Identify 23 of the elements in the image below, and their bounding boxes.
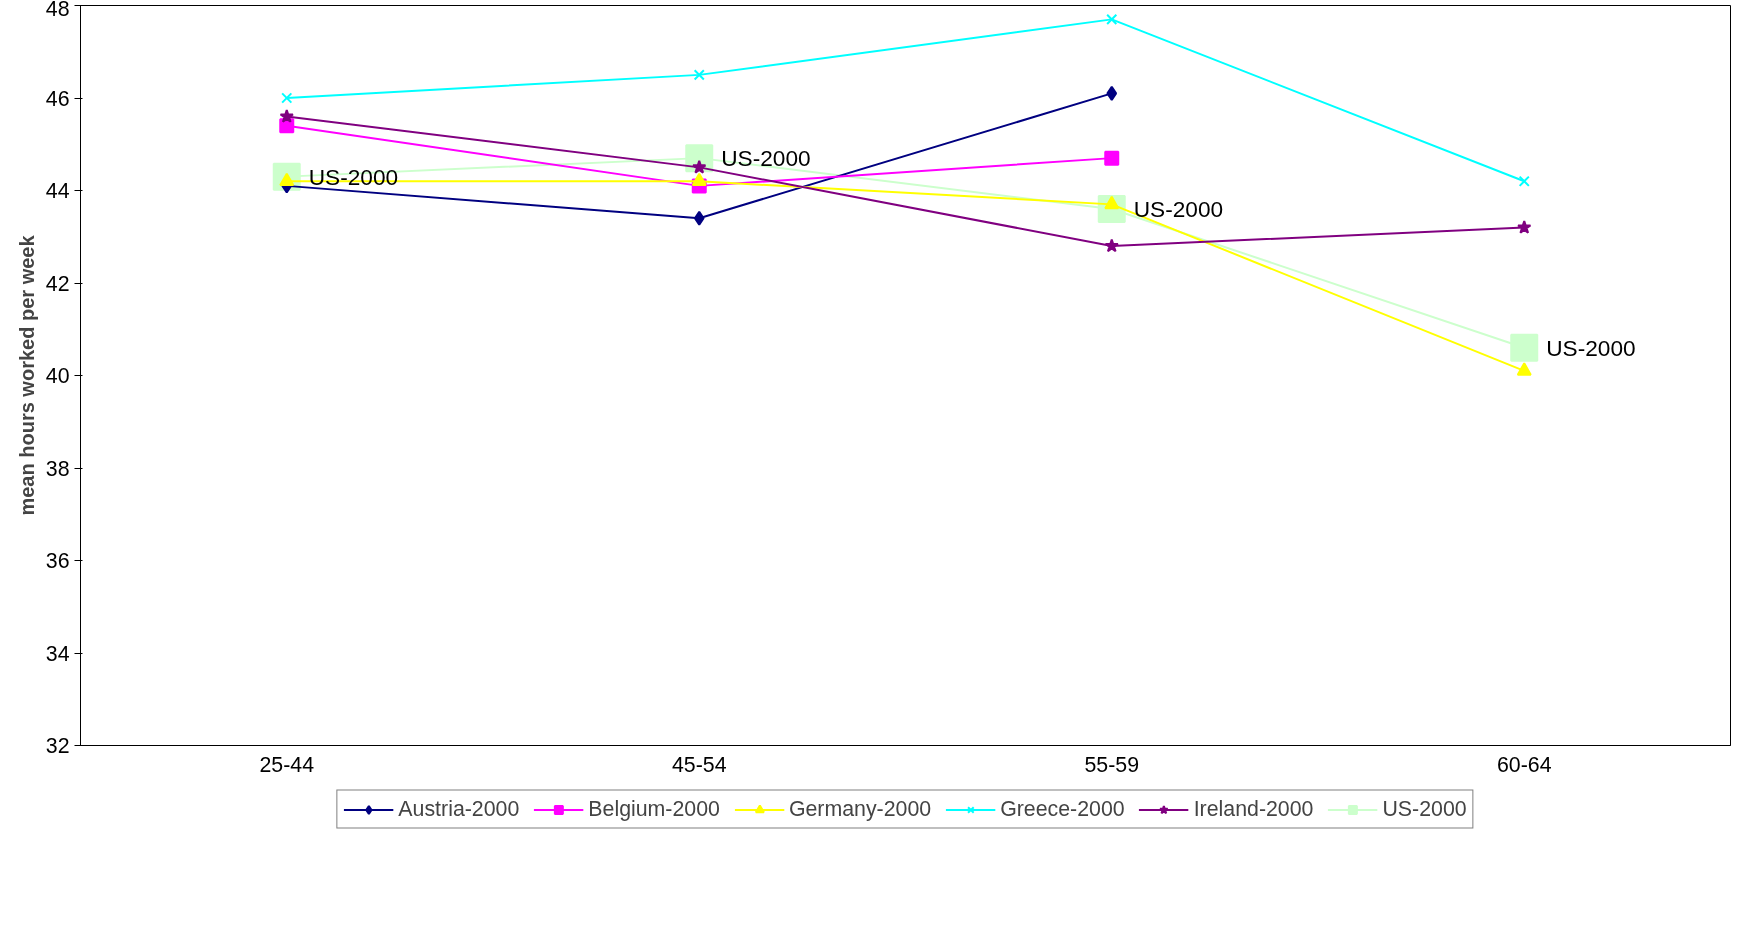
legend-label: Austria-2000 (398, 796, 520, 822)
legend-label: Ireland-2000 (1193, 796, 1314, 822)
legend-label: US-2000 (1382, 796, 1467, 822)
annotation: US-2000 (721, 145, 811, 172)
y-tick-label: 44 (45, 179, 70, 203)
x-tick-label: 55-59 (1084, 752, 1140, 777)
y-tick-label: 38 (45, 456, 70, 481)
x-tick-label: 45-54 (671, 752, 727, 777)
legend-label: Belgium-2000 (588, 796, 720, 822)
annotation: US-2000 (1546, 334, 1636, 361)
y-tick-label: 34 (45, 641, 70, 666)
legend-label: Germany-2000 (788, 796, 932, 822)
y-tick-label: 42 (45, 271, 70, 296)
y-tick-label: 48 (45, 0, 70, 21)
y-tick-label: 40 (45, 364, 70, 388)
y-axis-title: mean hours worked per week (15, 234, 38, 516)
y-tick-label: 36 (45, 549, 70, 573)
annotation: US-2000 (1133, 196, 1224, 222)
legend-label: Greece-2000 (1000, 796, 1125, 822)
y-tick-label: 46 (45, 86, 70, 111)
x-tick-label: 25-44 (259, 752, 315, 777)
x-tick-label: 60-64 (1496, 752, 1552, 777)
y-tick-label: 32 (45, 734, 70, 758)
